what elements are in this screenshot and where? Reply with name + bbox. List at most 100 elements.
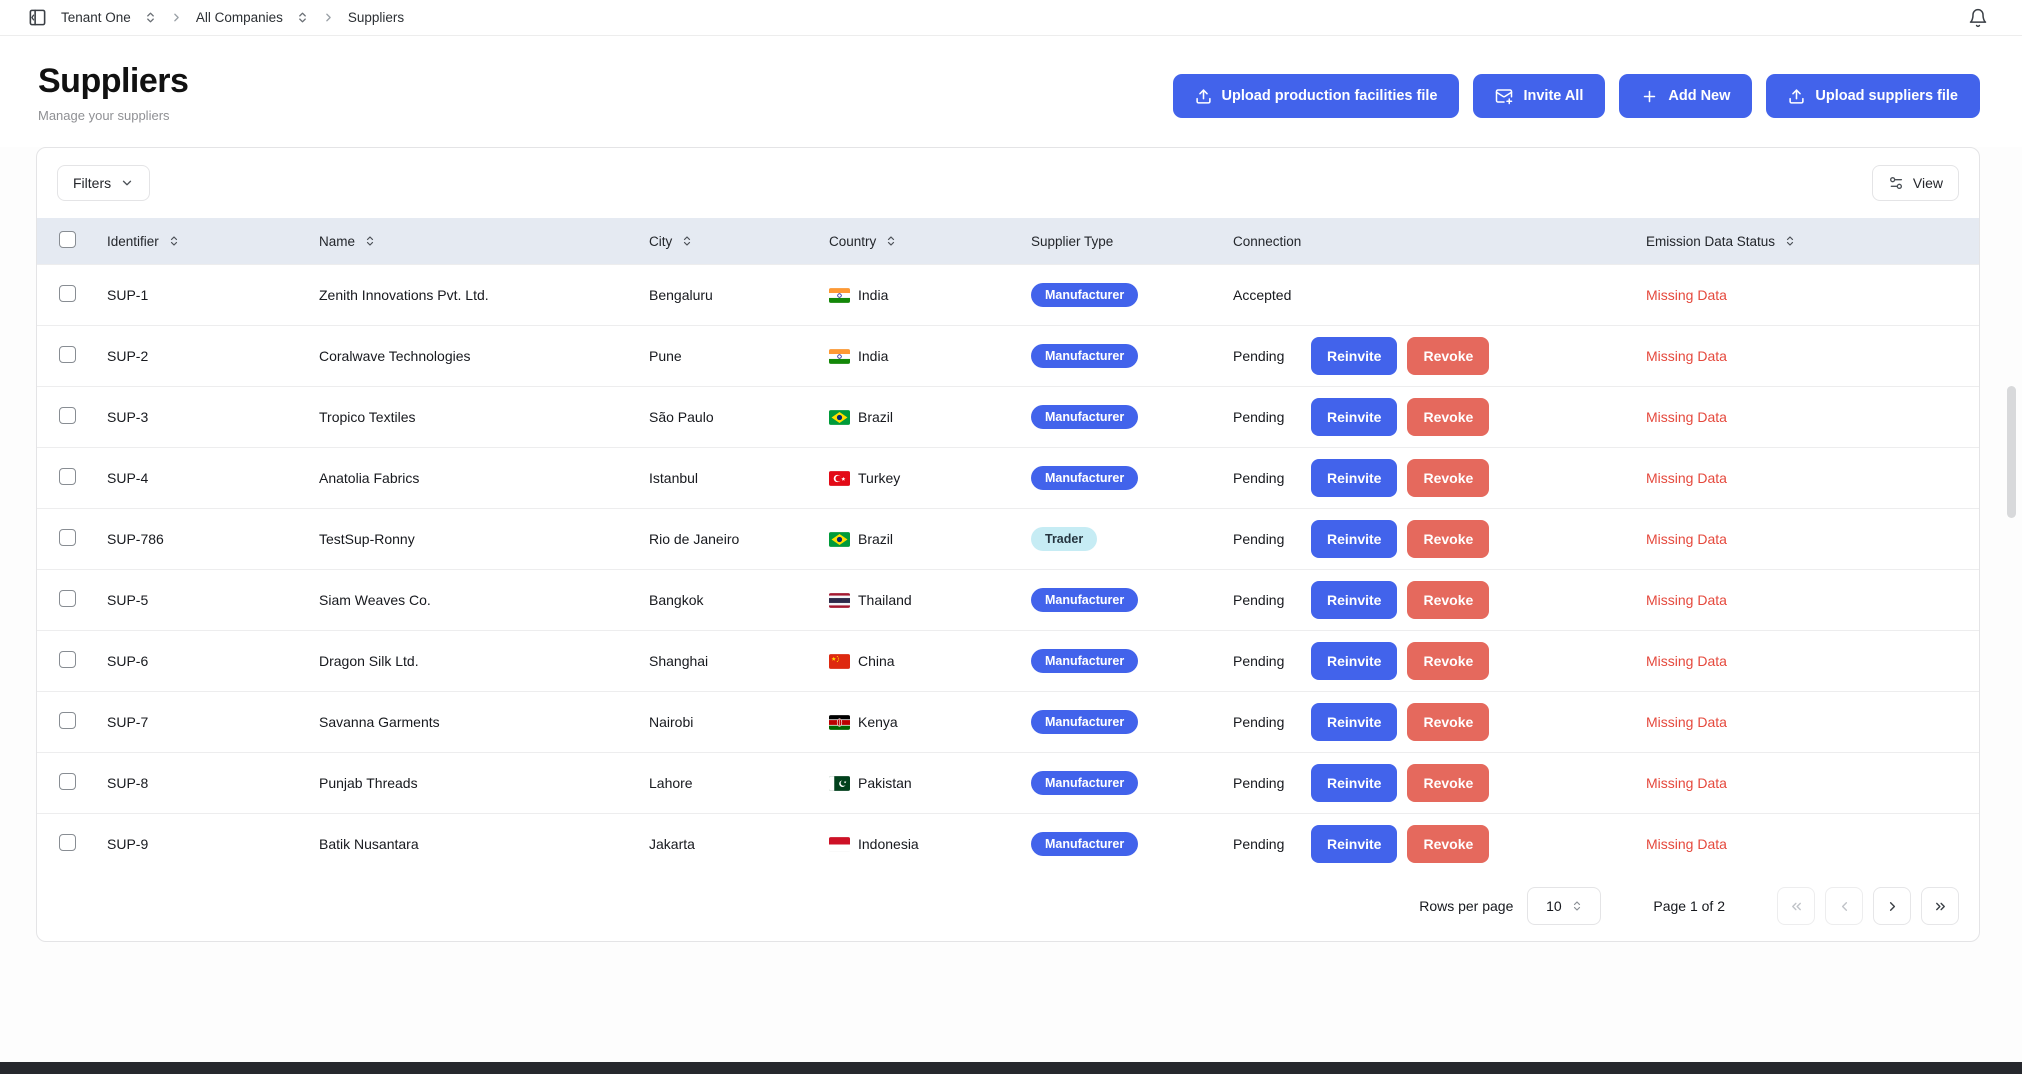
revoke-button[interactable]: Revoke	[1407, 520, 1490, 558]
previous-page-button[interactable]	[1825, 887, 1863, 925]
cell-name: Savanna Garments	[319, 691, 649, 753]
row-checkbox[interactable]	[59, 529, 76, 546]
cell-identifier: SUP-3	[107, 386, 319, 448]
connection-status: Pending	[1233, 409, 1285, 425]
sort-icon[interactable]	[1784, 235, 1796, 247]
reinvite-button[interactable]: Reinvite	[1311, 764, 1398, 802]
chevron-right-icon	[322, 11, 335, 24]
next-page-button[interactable]	[1873, 887, 1911, 925]
cell-name: Tropico Textiles	[319, 386, 649, 448]
column-header-name[interactable]: Name	[319, 218, 649, 265]
filters-label: Filters	[73, 175, 112, 191]
sort-icon[interactable]	[681, 235, 693, 247]
cell-connection: Pending Reinvite Revoke	[1233, 508, 1646, 570]
revoke-button[interactable]: Revoke	[1407, 764, 1490, 802]
cell-city: Nairobi	[649, 691, 829, 753]
cell-connection: Pending Reinvite Revoke	[1233, 813, 1646, 874]
cell-supplier-type: Manufacturer	[1031, 569, 1233, 631]
supplier-type-badge: Manufacturer	[1031, 344, 1139, 368]
table-row: SUP-5 Siam Weaves Co. Bangkok Thailand Manuf…	[37, 569, 1979, 631]
supplier-type-badge: Manufacturer	[1031, 710, 1139, 734]
column-header-identifier[interactable]: Identifier	[107, 218, 319, 265]
row-checkbox[interactable]	[59, 834, 76, 851]
cell-connection: Pending Reinvite Revoke	[1233, 386, 1646, 448]
upload-production-facilities-button[interactable]: Upload production facilities file	[1172, 74, 1460, 118]
sort-icon[interactable]	[168, 235, 180, 247]
scrollbar[interactable]	[2007, 386, 2016, 518]
cell-connection: Pending Reinvite Revoke	[1233, 325, 1646, 387]
view-button[interactable]: View	[1871, 165, 1959, 201]
table-row: SUP-2 Coralwave Technologies Pune India Manu…	[37, 325, 1979, 387]
row-checkbox-cell	[37, 752, 107, 814]
invite-all-button[interactable]: Invite All	[1473, 74, 1606, 118]
revoke-button[interactable]: Revoke	[1407, 398, 1490, 436]
revoke-button[interactable]: Revoke	[1407, 825, 1490, 863]
row-checkbox[interactable]	[59, 590, 76, 607]
breadcrumb-tenant[interactable]: Tenant One	[61, 10, 131, 25]
chevrons-up-down-icon	[144, 11, 157, 24]
cell-emission-status: Missing Data	[1646, 386, 1979, 448]
rows-per-page-select[interactable]: 10	[1527, 887, 1602, 925]
country-label: Kenya	[858, 714, 898, 730]
cell-identifier: SUP-8	[107, 752, 319, 814]
reinvite-button[interactable]: Reinvite	[1311, 581, 1398, 619]
connection-status: Pending	[1233, 775, 1285, 791]
revoke-button[interactable]: Revoke	[1407, 703, 1490, 741]
column-header-emission-data-status[interactable]: Emission Data Status	[1646, 218, 1979, 265]
revoke-button[interactable]: Revoke	[1407, 581, 1490, 619]
reinvite-button[interactable]: Reinvite	[1311, 459, 1398, 497]
column-header-country[interactable]: Country	[829, 218, 1031, 265]
sort-icon[interactable]	[364, 235, 376, 247]
row-checkbox[interactable]	[59, 285, 76, 302]
notifications-button[interactable]	[1968, 8, 1988, 28]
emission-status: Missing Data	[1646, 653, 1727, 669]
revoke-button[interactable]: Revoke	[1407, 642, 1490, 680]
row-checkbox[interactable]	[59, 407, 76, 424]
table-header-row: Identifier Name City Country Supplier Ty…	[37, 218, 1979, 265]
upload-suppliers-button[interactable]: Upload suppliers file	[1766, 74, 1980, 118]
reinvite-button[interactable]: Reinvite	[1311, 337, 1398, 375]
country-flag-icon	[829, 531, 850, 547]
cell-emission-status: Missing Data	[1646, 447, 1979, 509]
add-new-button[interactable]: Add New	[1619, 74, 1753, 118]
reinvite-button[interactable]: Reinvite	[1311, 642, 1398, 680]
row-checkbox[interactable]	[59, 346, 76, 363]
tenant-switcher-button[interactable]	[144, 11, 157, 24]
column-header-supplier-type: Supplier Type	[1031, 218, 1233, 265]
reinvite-button[interactable]: Reinvite	[1311, 520, 1398, 558]
row-checkbox[interactable]	[59, 773, 76, 790]
country-label: China	[858, 653, 895, 669]
last-page-button[interactable]	[1921, 887, 1959, 925]
supplier-type-badge: Manufacturer	[1031, 588, 1139, 612]
column-header-city[interactable]: City	[649, 218, 829, 265]
company-switcher-button[interactable]	[296, 11, 309, 24]
filters-button[interactable]: Filters	[57, 165, 151, 201]
sort-icon[interactable]	[885, 235, 897, 247]
row-checkbox-cell	[37, 447, 107, 509]
revoke-button[interactable]: Revoke	[1407, 337, 1490, 375]
cell-country: Thailand	[829, 569, 1031, 631]
emission-status: Missing Data	[1646, 470, 1727, 486]
row-checkbox-cell	[37, 630, 107, 692]
revoke-button[interactable]: Revoke	[1407, 459, 1490, 497]
row-checkbox[interactable]	[59, 651, 76, 668]
reinvite-button[interactable]: Reinvite	[1311, 703, 1398, 741]
row-checkbox[interactable]	[59, 468, 76, 485]
reinvite-button[interactable]: Reinvite	[1311, 398, 1398, 436]
country-label: Indonesia	[858, 836, 919, 852]
connection-status: Pending	[1233, 531, 1285, 547]
cell-connection: Accepted	[1233, 264, 1646, 326]
cell-country: Turkey	[829, 447, 1031, 509]
first-page-button[interactable]	[1777, 887, 1815, 925]
cell-emission-status: Missing Data	[1646, 508, 1979, 570]
cell-supplier-type: Trader	[1031, 508, 1233, 570]
select-all-checkbox[interactable]	[59, 231, 76, 248]
row-checkbox[interactable]	[59, 712, 76, 729]
reinvite-button[interactable]: Reinvite	[1311, 825, 1398, 863]
cell-name: Batik Nusantara	[319, 813, 649, 874]
sidebar-toggle-button[interactable]	[28, 8, 47, 27]
cell-connection: Pending Reinvite Revoke	[1233, 447, 1646, 509]
emission-status: Missing Data	[1646, 409, 1727, 425]
breadcrumb-company[interactable]: All Companies	[195, 10, 283, 25]
cell-supplier-type: Manufacturer	[1031, 386, 1233, 448]
